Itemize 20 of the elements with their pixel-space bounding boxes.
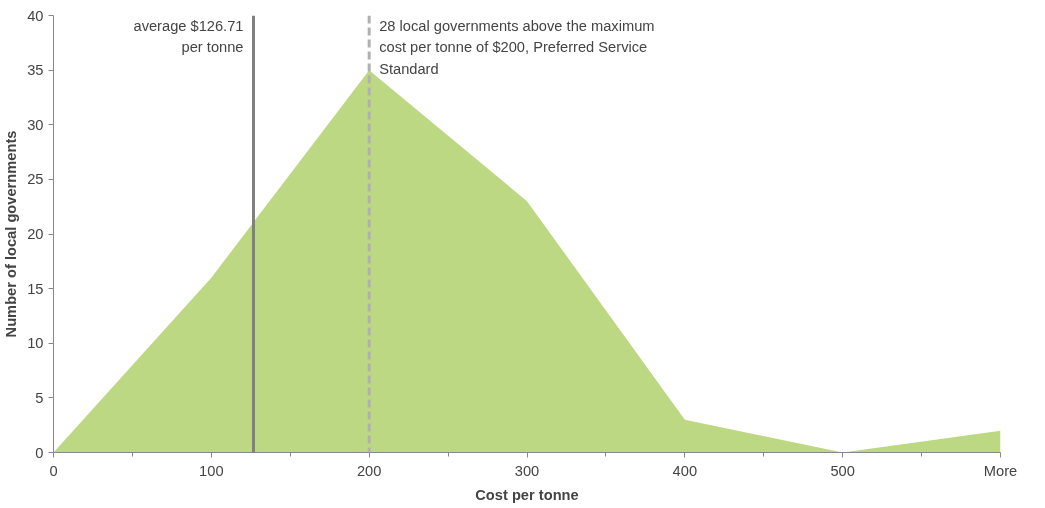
y-tick-label: 40 bbox=[27, 7, 44, 24]
x-tick-label: 200 bbox=[356, 462, 382, 479]
y-tick-label: 5 bbox=[35, 389, 44, 406]
ref-line-label: 28 local governments above the maximum cost per tonne of $200, Preferred Service Standard bbox=[379, 17, 655, 77]
x-tick-label: 500 bbox=[830, 462, 855, 479]
y-tick-label: 15 bbox=[27, 280, 44, 297]
y-axis-title: Number of local governments bbox=[3, 130, 20, 338]
x-tick-label: 0 bbox=[49, 462, 58, 479]
y-tick-label: 25 bbox=[27, 171, 44, 188]
x-tick-label: 300 bbox=[514, 462, 540, 479]
y-tick-label: 35 bbox=[27, 62, 44, 79]
ref-line-label: average $126.71 per tonne bbox=[133, 17, 244, 56]
x-tick-label: 400 bbox=[672, 462, 698, 479]
x-tick-label: More bbox=[983, 462, 1018, 479]
y-tick-label: 20 bbox=[27, 226, 44, 242]
x-axis-title: Cost per tonne bbox=[475, 486, 579, 503]
y-tick-label: 30 bbox=[27, 116, 44, 133]
y-tick-label: 0 bbox=[35, 444, 44, 461]
y-tick-label: 10 bbox=[27, 335, 44, 352]
x-tick-label: 100 bbox=[199, 462, 224, 479]
